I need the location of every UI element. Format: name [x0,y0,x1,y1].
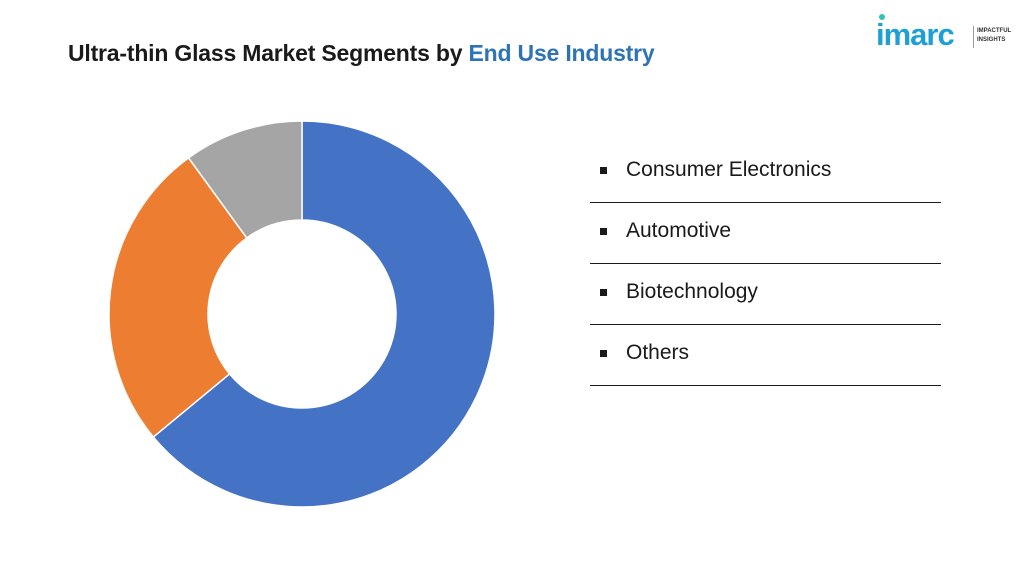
donut-chart [108,120,496,508]
logo-divider [973,26,974,48]
logo-tagline-1: IMPACTFUL [977,28,1012,34]
legend-label: Automotive [626,219,732,242]
logo-tagline-2: INSIGHTS [977,37,1006,43]
donut-slice-consumer-electronics [152,120,496,508]
legend-bullet-icon [600,228,607,235]
legend-bullet-icon [600,350,607,357]
legend-item-others: Others [590,325,941,386]
logo-brand: imarc [876,17,955,52]
donut-slice-automotive [108,156,248,439]
legend-bullet-icon [600,167,607,174]
chart-title-main: Ultra-thin Glass Market Segments by [68,40,469,66]
donut-slice-others [187,120,303,239]
logo-tagline: IMPACTFUL INSIGHTS [977,27,1011,45]
legend-bullet-icon [600,289,607,296]
logo-dot-icon [879,14,885,20]
chart-legend: Consumer Electronics Automotive Biotechn… [590,142,941,386]
legend-label: Consumer Electronics [626,158,832,181]
legend-label: Others [626,341,690,364]
legend-item-biotechnology: Biotechnology [590,264,941,325]
chart-title: Ultra-thin Glass Market Segments by End … [68,40,655,67]
chart-title-accent: End Use Industry [468,40,655,66]
legend-label: Biotechnology [626,280,758,303]
legend-item-automotive: Automotive [590,203,941,264]
legend-item-consumer-electronics: Consumer Electronics [590,142,941,203]
